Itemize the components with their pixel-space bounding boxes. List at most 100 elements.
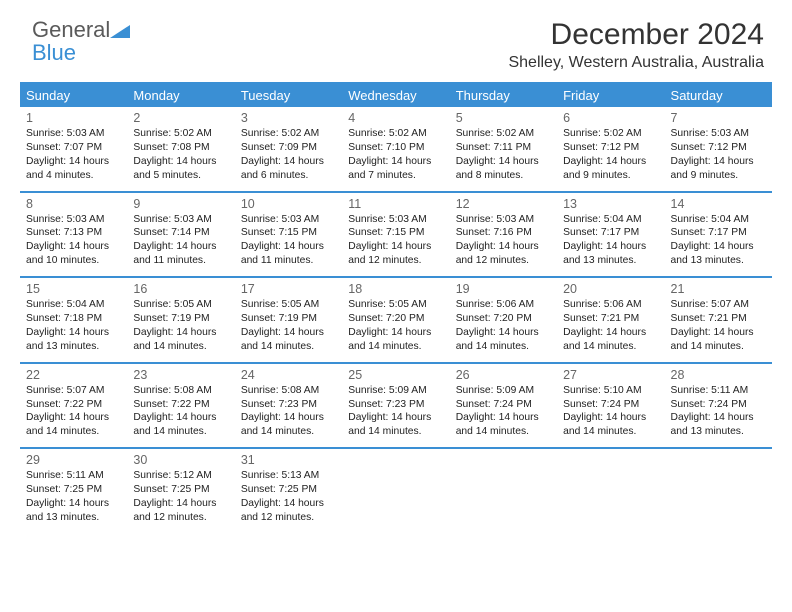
weekday-header: Saturday	[665, 84, 772, 107]
sunset-text: Sunset: 7:19 PM	[241, 312, 336, 326]
day-number: 5	[456, 111, 551, 125]
daylight-text: Daylight: 14 hours and 13 minutes.	[671, 411, 766, 439]
day-number: 15	[26, 282, 121, 296]
day-number: 18	[348, 282, 443, 296]
day-number: 22	[26, 368, 121, 382]
sunrise-text: Sunrise: 5:06 AM	[563, 298, 658, 312]
calendar-day: 30Sunrise: 5:12 AMSunset: 7:25 PMDayligh…	[127, 449, 234, 533]
sunrise-text: Sunrise: 5:02 AM	[456, 127, 551, 141]
sunrise-text: Sunrise: 5:05 AM	[133, 298, 228, 312]
day-number: 7	[671, 111, 766, 125]
calendar: SundayMondayTuesdayWednesdayThursdayFrid…	[20, 82, 772, 533]
calendar-day: 21Sunrise: 5:07 AMSunset: 7:21 PMDayligh…	[665, 278, 772, 362]
daylight-text: Daylight: 14 hours and 9 minutes.	[563, 155, 658, 183]
day-number: 2	[133, 111, 228, 125]
day-number: 3	[241, 111, 336, 125]
sunset-text: Sunset: 7:22 PM	[133, 398, 228, 412]
sunrise-text: Sunrise: 5:02 AM	[348, 127, 443, 141]
day-number: 30	[133, 453, 228, 467]
calendar-day: 5Sunrise: 5:02 AMSunset: 7:11 PMDaylight…	[450, 107, 557, 191]
day-number: 12	[456, 197, 551, 211]
daylight-text: Daylight: 14 hours and 4 minutes.	[26, 155, 121, 183]
day-number: 16	[133, 282, 228, 296]
sunset-text: Sunset: 7:13 PM	[26, 226, 121, 240]
sunset-text: Sunset: 7:07 PM	[26, 141, 121, 155]
calendar-day: 12Sunrise: 5:03 AMSunset: 7:16 PMDayligh…	[450, 193, 557, 277]
day-number: 17	[241, 282, 336, 296]
calendar-body: 1Sunrise: 5:03 AMSunset: 7:07 PMDaylight…	[20, 107, 772, 533]
daylight-text: Daylight: 14 hours and 14 minutes.	[241, 326, 336, 354]
sunset-text: Sunset: 7:09 PM	[241, 141, 336, 155]
calendar-day: 11Sunrise: 5:03 AMSunset: 7:15 PMDayligh…	[342, 193, 449, 277]
sunrise-text: Sunrise: 5:06 AM	[456, 298, 551, 312]
calendar-day: 31Sunrise: 5:13 AMSunset: 7:25 PMDayligh…	[235, 449, 342, 533]
sunrise-text: Sunrise: 5:08 AM	[241, 384, 336, 398]
calendar-day: 28Sunrise: 5:11 AMSunset: 7:24 PMDayligh…	[665, 364, 772, 448]
sunset-text: Sunset: 7:18 PM	[26, 312, 121, 326]
calendar-day: 26Sunrise: 5:09 AMSunset: 7:24 PMDayligh…	[450, 364, 557, 448]
day-number: 31	[241, 453, 336, 467]
title-block: December 2024 Shelley, Western Australia…	[20, 18, 772, 72]
calendar-day: 8Sunrise: 5:03 AMSunset: 7:13 PMDaylight…	[20, 193, 127, 277]
day-number: 25	[348, 368, 443, 382]
calendar-day: 23Sunrise: 5:08 AMSunset: 7:22 PMDayligh…	[127, 364, 234, 448]
sunrise-text: Sunrise: 5:07 AM	[671, 298, 766, 312]
weekday-header: Tuesday	[235, 84, 342, 107]
daylight-text: Daylight: 14 hours and 14 minutes.	[563, 411, 658, 439]
daylight-text: Daylight: 14 hours and 14 minutes.	[348, 411, 443, 439]
daylight-text: Daylight: 14 hours and 8 minutes.	[456, 155, 551, 183]
daylight-text: Daylight: 14 hours and 11 minutes.	[241, 240, 336, 268]
sunset-text: Sunset: 7:19 PM	[133, 312, 228, 326]
daylight-text: Daylight: 14 hours and 6 minutes.	[241, 155, 336, 183]
sunset-text: Sunset: 7:23 PM	[241, 398, 336, 412]
day-number: 9	[133, 197, 228, 211]
sunset-text: Sunset: 7:20 PM	[348, 312, 443, 326]
sunrise-text: Sunrise: 5:03 AM	[26, 127, 121, 141]
sunrise-text: Sunrise: 5:02 AM	[241, 127, 336, 141]
calendar-day-empty	[450, 449, 557, 533]
calendar-day: 24Sunrise: 5:08 AMSunset: 7:23 PMDayligh…	[235, 364, 342, 448]
daylight-text: Daylight: 14 hours and 5 minutes.	[133, 155, 228, 183]
sunrise-text: Sunrise: 5:04 AM	[563, 213, 658, 227]
day-number: 14	[671, 197, 766, 211]
sunrise-text: Sunrise: 5:03 AM	[26, 213, 121, 227]
daylight-text: Daylight: 14 hours and 11 minutes.	[133, 240, 228, 268]
calendar-day: 20Sunrise: 5:06 AMSunset: 7:21 PMDayligh…	[557, 278, 664, 362]
sunset-text: Sunset: 7:17 PM	[671, 226, 766, 240]
daylight-text: Daylight: 14 hours and 9 minutes.	[671, 155, 766, 183]
day-number: 4	[348, 111, 443, 125]
sunset-text: Sunset: 7:25 PM	[133, 483, 228, 497]
sunrise-text: Sunrise: 5:05 AM	[241, 298, 336, 312]
sunrise-text: Sunrise: 5:10 AM	[563, 384, 658, 398]
sunset-text: Sunset: 7:24 PM	[563, 398, 658, 412]
sunset-text: Sunset: 7:10 PM	[348, 141, 443, 155]
sunrise-text: Sunrise: 5:03 AM	[348, 213, 443, 227]
sunrise-text: Sunrise: 5:09 AM	[456, 384, 551, 398]
daylight-text: Daylight: 14 hours and 13 minutes.	[563, 240, 658, 268]
calendar-day: 2Sunrise: 5:02 AMSunset: 7:08 PMDaylight…	[127, 107, 234, 191]
sunset-text: Sunset: 7:16 PM	[456, 226, 551, 240]
sunrise-text: Sunrise: 5:04 AM	[671, 213, 766, 227]
day-number: 28	[671, 368, 766, 382]
logo-text-2: Blue	[32, 40, 76, 65]
sunset-text: Sunset: 7:08 PM	[133, 141, 228, 155]
sunset-text: Sunset: 7:25 PM	[241, 483, 336, 497]
day-number: 1	[26, 111, 121, 125]
daylight-text: Daylight: 14 hours and 13 minutes.	[26, 497, 121, 525]
calendar-day: 18Sunrise: 5:05 AMSunset: 7:20 PMDayligh…	[342, 278, 449, 362]
calendar-day: 1 Sunrise: 5:03 AMSunset: 7:07 PMDaylight…	[20, 107, 127, 191]
sunrise-text: Sunrise: 5:05 AM	[348, 298, 443, 312]
daylight-text: Daylight: 14 hours and 13 minutes.	[26, 326, 121, 354]
calendar-week: 1Sunrise: 5:03 AMSunset: 7:07 PMDaylight…	[20, 107, 772, 193]
calendar-day-empty	[665, 449, 772, 533]
calendar-day: 14Sunrise: 5:04 AMSunset: 7:17 PMDayligh…	[665, 193, 772, 277]
calendar-day: 25Sunrise: 5:09 AMSunset: 7:23 PMDayligh…	[342, 364, 449, 448]
sunrise-text: Sunrise: 5:03 AM	[671, 127, 766, 141]
daylight-text: Daylight: 14 hours and 14 minutes.	[241, 411, 336, 439]
daylight-text: Daylight: 14 hours and 14 minutes.	[563, 326, 658, 354]
weekday-header: Thursday	[450, 84, 557, 107]
weekday-header: Monday	[127, 84, 234, 107]
calendar-day: 22Sunrise: 5:07 AMSunset: 7:22 PMDayligh…	[20, 364, 127, 448]
calendar-day: 9Sunrise: 5:03 AMSunset: 7:14 PMDaylight…	[127, 193, 234, 277]
sunrise-text: Sunrise: 5:07 AM	[26, 384, 121, 398]
